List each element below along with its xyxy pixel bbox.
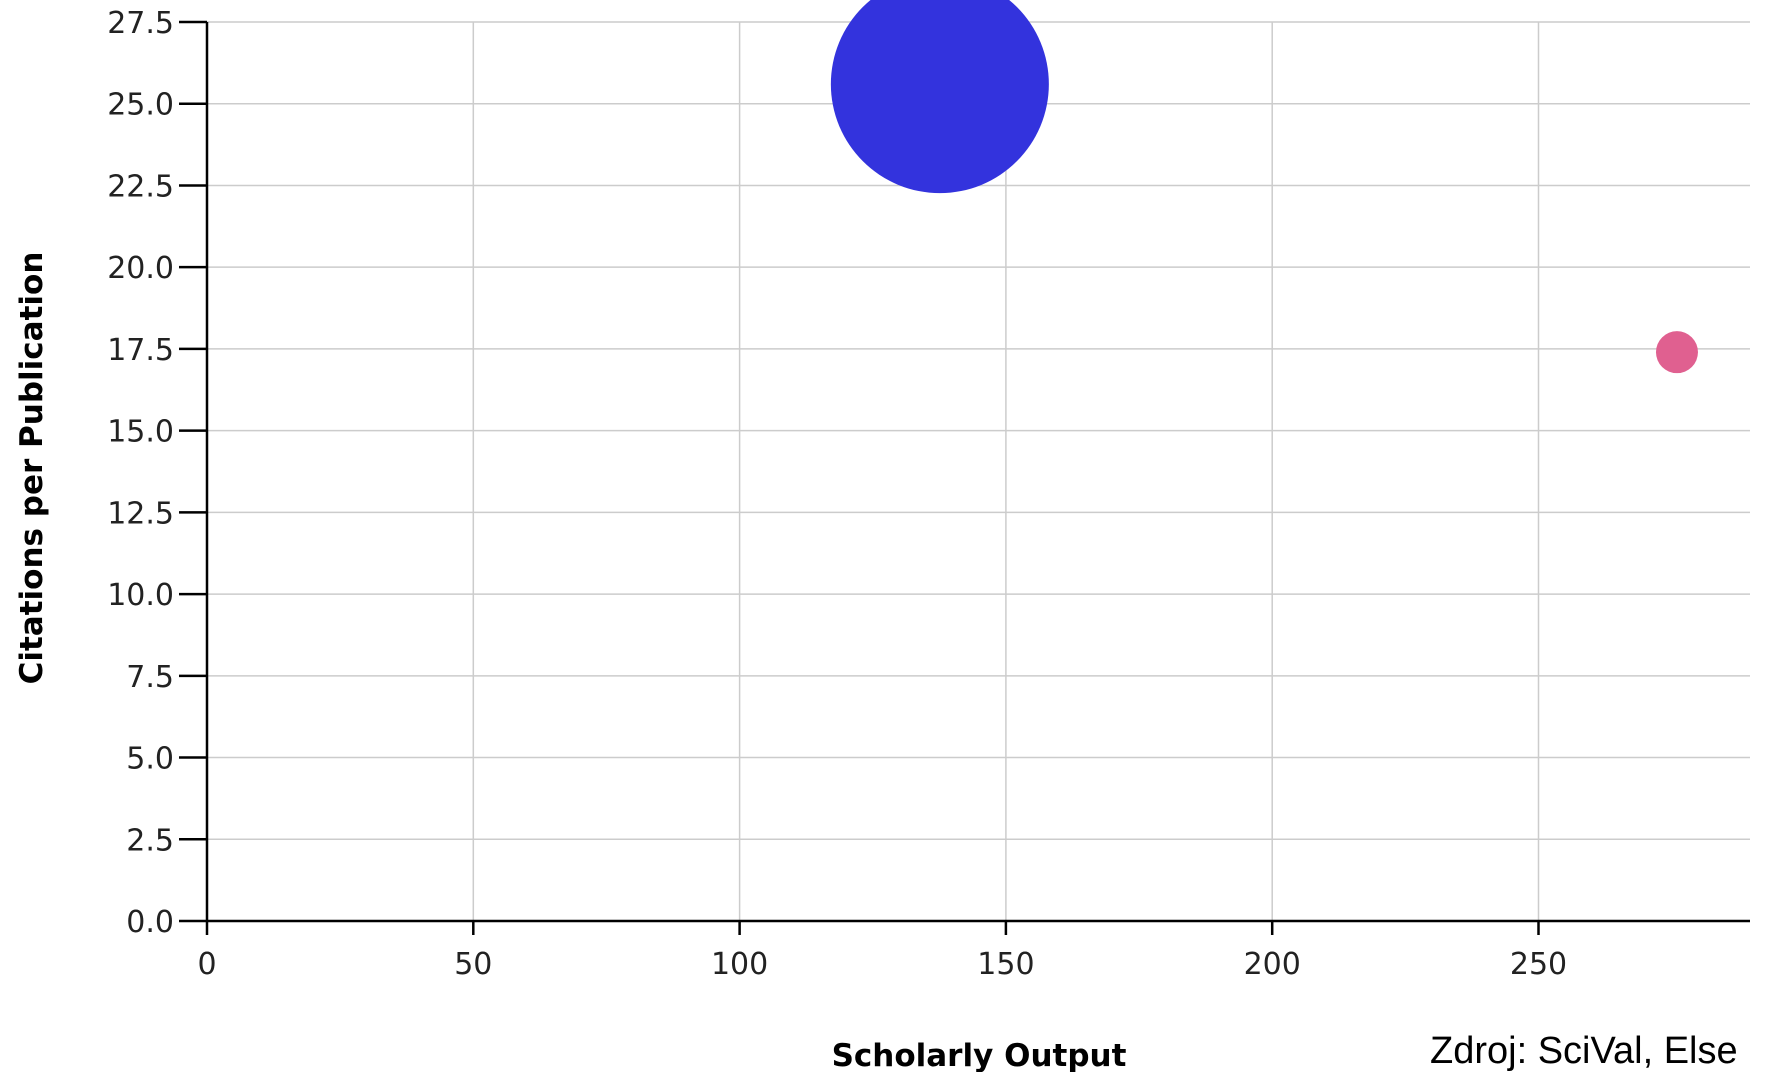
x-axis-title: Scholarly Output [832, 1038, 1127, 1072]
y-tick-label: 10.0 [107, 578, 174, 613]
y-tick-label: 25.0 [107, 88, 174, 123]
y-axis-title: Citations per Publication [14, 252, 50, 685]
axes: 0.0 2.5 5.0 7.5 10.0 12.5 15.0 17.5 20.0 22.5 25.0… [107, 6, 1750, 982]
y-tick-label: 27.5 [107, 6, 174, 41]
bubble-point-2 [1655, 331, 1698, 374]
y-tick-label: 5.0 [126, 742, 174, 777]
x-tick-label: 0 [197, 947, 216, 982]
y-tick-label: 2.5 [126, 823, 174, 858]
y-tick-label: 0.0 [126, 905, 174, 940]
source-note: Zdroj: SciVal, Else [1430, 1030, 1738, 1072]
x-tick-label: 50 [454, 947, 492, 982]
y-tick-label: 12.5 [107, 496, 174, 531]
y-tick-label: 7.5 [126, 660, 174, 695]
y-tick-label: 20.0 [107, 251, 174, 286]
y-tick-label: 17.5 [107, 333, 174, 368]
x-tick-label: 200 [1244, 947, 1301, 982]
bubbles [830, 0, 1698, 374]
x-tick-label: 100 [711, 947, 768, 982]
y-tick-label: 15.0 [107, 415, 174, 450]
bubble-point-1 [830, 0, 1049, 194]
x-tick-label: 250 [1510, 947, 1567, 982]
x-tick-label: 150 [977, 947, 1034, 982]
y-tick-label: 22.5 [107, 169, 174, 204]
